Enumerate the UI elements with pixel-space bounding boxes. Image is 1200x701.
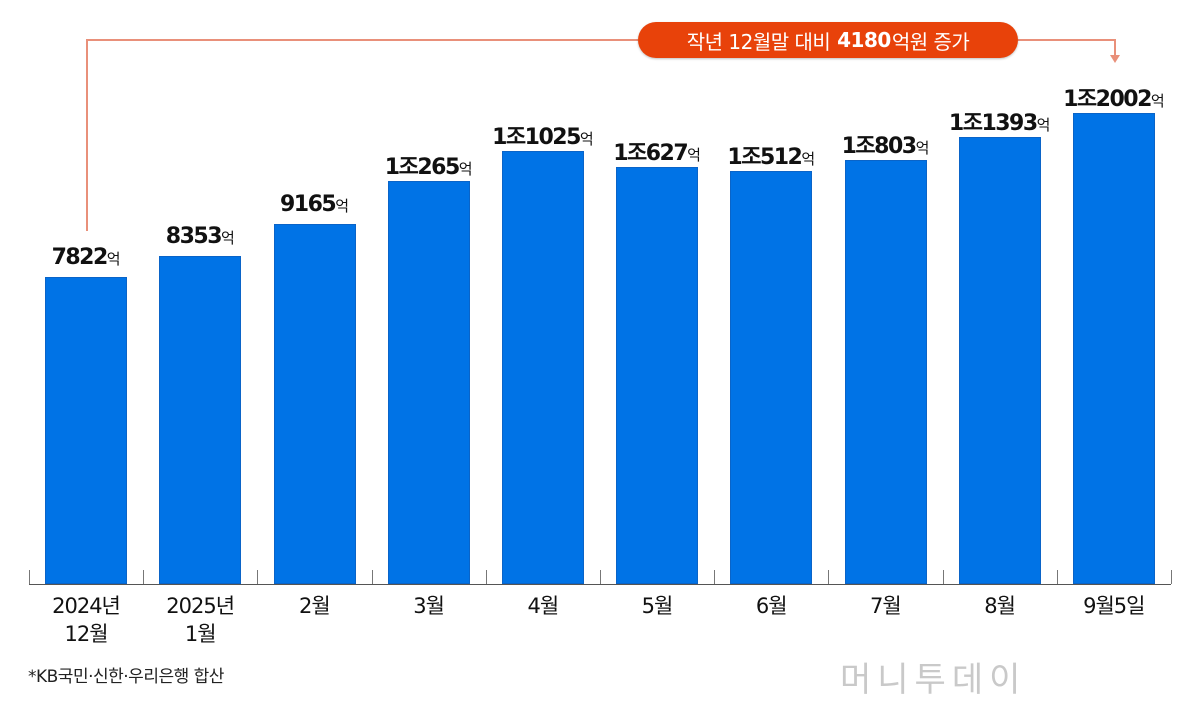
value-number: 7822 [51,245,109,270]
axis-tick [29,570,30,584]
increase-annotation: 작년 12월말 대비 4180 억원 증가 [638,22,1018,58]
connector-line [86,39,638,41]
value-number: 1조265 [384,155,460,180]
value-label: 1조627억 [577,135,737,167]
value-number: 9165 [279,192,337,217]
x-axis-label: 8월 [984,594,1016,618]
bar [844,160,927,584]
axis-tick [143,570,145,584]
bar [387,181,470,584]
x-axis-label: 2월 [299,594,331,618]
axis-tick [942,570,944,584]
connector-line [1114,39,1116,57]
value-label: 1조265억 [349,149,509,181]
value-unit: 억 [687,146,701,164]
value-label: 1조1393억 [920,105,1080,137]
bar-chart: 7822억 2024년 12월 8353억 2025년 1월 9165억 2월 1조265억… [6,81,1194,646]
bar [616,167,699,584]
connector-line [86,39,88,231]
value-unit: 억 [915,139,930,157]
value-unit: 억 [106,250,121,268]
x-axis-label: 4월 [527,594,559,618]
value-label: 1조512억 [691,139,851,171]
annotation-amount: 4180 [837,28,891,52]
axis-tick [828,570,830,584]
axis-tick [600,570,601,584]
x-axis-label: 5월 [641,594,674,618]
value-label: 7822억 [6,245,166,270]
value-unit: 억 [801,150,816,168]
x-axis-label: 7월 [870,594,902,618]
value-number: 1조2002 [1063,87,1152,112]
x-axis-label: 2024년 12월 [52,594,121,646]
value-unit: 억 [1150,92,1165,110]
bar [159,256,242,584]
axis-tick [1171,570,1172,584]
x-axis-label: 9월5일 [1083,594,1145,618]
bar [501,151,584,584]
value-unit: 억 [335,197,350,215]
axis-tick [485,570,487,584]
axis-tick [371,570,373,584]
x-axis-label: 2025년 1월 [166,594,235,646]
bar [958,137,1041,584]
value-label: 1조2002억 [1034,81,1194,113]
value-number: 1조1025 [492,125,581,150]
value-label: 9165억 [235,192,395,217]
value-unit: 억 [1036,116,1051,134]
x-axis-label: 3월 [413,594,445,618]
value-label: 8353억 [120,224,280,249]
value-number: 1조512 [727,145,802,170]
x-axis-label: 6월 [755,594,788,618]
value-unit: 억 [579,130,594,148]
bar [1072,113,1155,584]
bar [45,277,128,584]
bar [730,171,813,584]
value-unit: 억 [221,229,235,247]
value-number: 1조1393 [948,111,1038,136]
axis-tick [257,570,259,584]
annotation-suffix: 억원 증가 [891,29,970,54]
axis-tick [714,570,716,584]
watermark: 머니투데이 [840,660,1027,700]
axis-tick [1056,570,1058,584]
value-label: 1조1025억 [463,119,623,151]
annotation-prefix: 작년 12월말 대비 [686,29,837,54]
connector-line [1018,39,1115,41]
value-number: 8353 [165,224,223,249]
arrow-down-icon [1110,55,1120,63]
bar [273,224,356,584]
x-axis [29,584,1171,585]
value-unit: 억 [458,160,473,178]
value-number: 1조803 [841,134,917,159]
value-number: 1조627 [613,141,688,166]
value-label: 1조803억 [806,128,966,160]
